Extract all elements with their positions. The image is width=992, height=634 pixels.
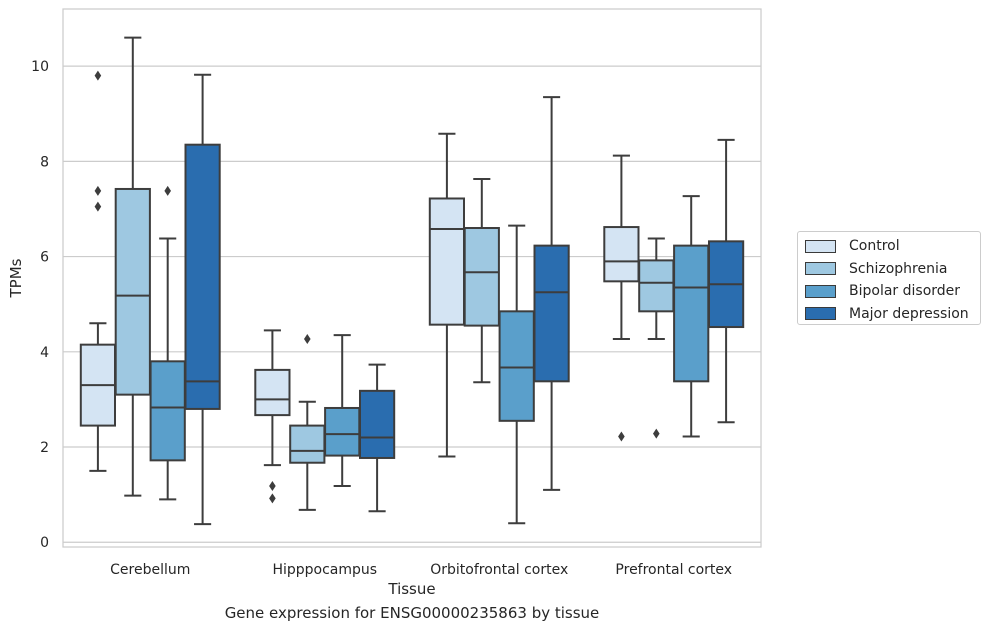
- iqr-box: [533, 244, 570, 383]
- y-tick-labels: 0 2 4 6 8 10: [31, 59, 49, 551]
- chart-caption: Gene expression for ENSG00000235863 by t…: [224, 604, 600, 622]
- box-element: [358, 363, 396, 513]
- legend-swatch: [805, 239, 836, 253]
- outlier-point: [304, 333, 311, 344]
- legend-label: Schizophrenia: [849, 260, 948, 277]
- iqr-box: [428, 197, 466, 326]
- iqr-box: [324, 406, 361, 457]
- box-element: [533, 96, 570, 491]
- legend-item: Control: [805, 236, 900, 256]
- legend-label: Major depression: [849, 305, 969, 322]
- y-tick-label: 10: [31, 59, 49, 75]
- outlier-point: [618, 431, 625, 442]
- iqr-box: [358, 389, 396, 459]
- box-element: [289, 333, 326, 511]
- iqr-box: [289, 424, 326, 464]
- x-axis-title: Tissue: [387, 580, 435, 598]
- legend-swatch: [805, 284, 836, 298]
- outlier-point: [164, 185, 171, 196]
- iqr-box: [114, 187, 151, 396]
- box-element: [114, 36, 151, 497]
- iqr-box: [254, 368, 291, 417]
- y-tick-label: 8: [40, 154, 49, 170]
- iqr-box: [673, 244, 710, 383]
- legend-swatch: [805, 307, 836, 320]
- box-element: [254, 329, 291, 504]
- chart-legend: Control Schizophrenia Bipolar disorder Majo…: [797, 231, 981, 325]
- y-tick-label: 0: [40, 535, 49, 551]
- box-element: [428, 132, 466, 458]
- plot-area: [79, 36, 745, 526]
- y-tick-label: 6: [40, 250, 49, 266]
- box-element: [707, 138, 745, 424]
- legend-label: Control: [849, 238, 900, 254]
- box-element: [638, 237, 675, 439]
- box-element: [79, 70, 117, 472]
- box-element: [603, 154, 640, 442]
- box-element: [324, 334, 361, 488]
- x-tick-label: Orbitofrontal cortex: [430, 562, 568, 578]
- legend-item: Major depression: [805, 304, 969, 324]
- outlier-point: [94, 185, 102, 196]
- legend-swatch: [805, 262, 836, 275]
- box-element: [498, 224, 535, 525]
- y-axis-title: TPMs: [7, 258, 25, 298]
- series-control: [79, 70, 640, 504]
- iqr-box: [149, 360, 186, 462]
- iqr-box: [603, 226, 640, 283]
- outlier-point: [94, 70, 102, 81]
- x-tick-label: Hipppocampus: [272, 562, 377, 578]
- outlier-point: [269, 481, 276, 492]
- legend-item: Schizophrenia: [805, 259, 947, 279]
- series-schizophrenia: [114, 36, 675, 511]
- y-tick-label: 2: [40, 440, 49, 456]
- x-tick-labels: Cerebellum Hipppocampus Orbitofrontal cort…: [110, 562, 732, 578]
- legend-item: Bipolar disorder: [805, 281, 960, 301]
- iqr-box: [638, 259, 675, 313]
- series-major-depression: [184, 73, 745, 526]
- outlier-point: [269, 493, 276, 504]
- box-element: [149, 185, 186, 501]
- legend-label: Bipolar disorder: [849, 283, 961, 299]
- box-element: [184, 73, 221, 526]
- series-bipolar-disorder: [149, 185, 710, 525]
- plot-frame: [62, 8, 762, 548]
- iqr-box: [463, 227, 500, 327]
- x-tick-label: Prefrontal cortex: [615, 562, 732, 578]
- box-element: [463, 177, 500, 384]
- x-tick-label: Cerebellum: [110, 562, 190, 578]
- iqr-box: [498, 310, 535, 422]
- y-tick-label: 4: [40, 345, 49, 361]
- outlier-point: [653, 428, 660, 439]
- iqr-box: [184, 143, 221, 410]
- box-element: [673, 195, 710, 438]
- outlier-point: [94, 201, 102, 212]
